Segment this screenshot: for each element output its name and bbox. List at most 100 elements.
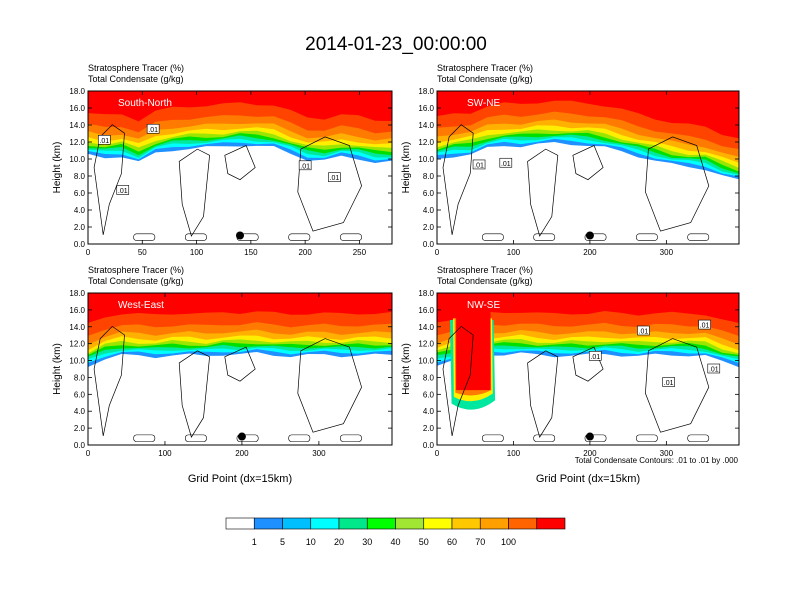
contour-label-box: [298, 160, 312, 171]
y-tick-label: 0.0: [423, 441, 435, 450]
colorbar-cell: [536, 517, 566, 530]
y-tick-label: 4.0: [74, 206, 86, 215]
y-tick-label: 16.0: [418, 306, 434, 315]
y-tick-label: 14.0: [69, 323, 85, 332]
y-tick-label: 4.0: [423, 407, 435, 416]
colorbar: 1 5 10 20 30 40 50 60 70 100: [225, 517, 566, 547]
low-cloud-contour: [184, 434, 207, 442]
contour-label: .01: [474, 162, 484, 169]
colorbar-cell: [225, 517, 255, 530]
tracer-band: [437, 91, 739, 139]
low-cloud-contour: [533, 434, 556, 442]
contour-label-box: [698, 319, 711, 330]
colorbar-cell: [366, 517, 396, 530]
x-tick-label: 0: [435, 248, 440, 257]
y-tick-label: 8.0: [423, 172, 435, 181]
condensate-contour: [442, 325, 474, 436]
y-tick-label: 2.0: [423, 223, 435, 232]
contour-label-box: [472, 159, 486, 170]
y-tick-label: 6.0: [74, 189, 86, 198]
y-tick-label: 16.0: [418, 104, 434, 113]
y-tick-label: 18.0: [418, 289, 434, 298]
y-tick-label: 10.0: [418, 357, 434, 366]
low-cloud-contour: [184, 233, 207, 241]
condensate-contour: [527, 148, 559, 237]
y-tick-label: 10.0: [418, 155, 434, 164]
colorbar-label: 30: [362, 537, 372, 547]
contour-label: .01: [664, 380, 674, 387]
x-tick-label: 100: [507, 449, 521, 458]
contour-label-box: [116, 185, 130, 195]
condensate-contour: [93, 124, 125, 235]
panel-subtitle: Total Condensate (g/kg): [88, 74, 184, 84]
colorbar-label: 70: [475, 537, 485, 547]
y-tick-label: 10.0: [69, 357, 85, 366]
figure-title: 2014-01-23_00:00:00: [305, 34, 487, 55]
x-tick-label: 300: [312, 449, 326, 458]
contour-label-box: [637, 325, 650, 336]
low-cloud-contour: [687, 233, 710, 241]
x-tick-label: 250: [353, 248, 367, 257]
colorbar-cell: [282, 517, 312, 530]
condensate-contour: [572, 145, 604, 181]
condensate-contour: [224, 346, 256, 382]
condensate-contour: [645, 136, 710, 232]
colorbar-label: 40: [390, 537, 400, 547]
low-cloud-contour: [584, 233, 607, 241]
low-cloud-contour: [481, 233, 504, 241]
panel: .01 .01 SW-NE Stratosphere Tracer (%)Total …: [401, 63, 740, 257]
plot-area: [88, 91, 392, 244]
tracer-band: [88, 293, 392, 323]
x-tick-label: 150: [244, 248, 258, 257]
condensate-contour: [178, 350, 210, 438]
x-tick-label: 200: [583, 449, 597, 458]
colorbar-cell: [253, 517, 283, 530]
panel-label: SW-NE: [467, 98, 500, 109]
condensate-contour: [442, 124, 474, 235]
contour-label: .01: [118, 188, 128, 195]
y-tick-label: 0.0: [74, 240, 86, 249]
low-cloud-contour: [340, 434, 362, 442]
y-tick-label: 12.0: [418, 138, 434, 147]
y-tick-label: 0.0: [74, 441, 86, 450]
condensate-contour: [224, 145, 256, 181]
condensate-contour: [297, 136, 362, 232]
x-tick-label: 200: [298, 248, 312, 257]
y-tick-label: 8.0: [74, 172, 86, 181]
contour-label-box: [146, 123, 160, 134]
y-tick-label: 6.0: [423, 189, 435, 198]
y-tick-label: 4.0: [74, 407, 86, 416]
colorbar-label: 10: [306, 537, 316, 547]
contour-label: .01: [148, 127, 158, 134]
x-tick-label: 50: [138, 248, 147, 257]
contour-label: .01: [709, 367, 719, 374]
condensate-contour: [572, 346, 604, 382]
location-marker: [585, 432, 594, 441]
low-cloud-contour: [288, 434, 311, 442]
panel-subtitle: Stratosphere Tracer (%): [88, 63, 184, 73]
x-tick-label: 0: [86, 449, 91, 458]
low-cloud-contour: [288, 233, 311, 241]
panel: .01 .01 .01 .01 .01 NW-SE Stratosphere Tracer …: [401, 265, 740, 485]
y-tick-label: 8.0: [423, 373, 435, 382]
contour-label-box: [707, 363, 721, 374]
y-tick-label: 0.0: [423, 240, 435, 249]
low-cloud-contour: [481, 434, 504, 442]
panel-label: West-East: [118, 300, 164, 311]
low-cloud-contour: [133, 233, 156, 241]
colorbar-cell: [395, 517, 425, 530]
colorbar-cell: [338, 517, 368, 530]
contour-label-box: [499, 157, 513, 168]
y-tick-label: 6.0: [423, 390, 435, 399]
contour-label-box: [328, 172, 341, 182]
tracer-band: [437, 293, 739, 324]
contour-label-box: [662, 377, 675, 387]
colorbar-cell: [479, 517, 509, 530]
low-cloud-contour: [533, 233, 556, 241]
y-tick-label: 16.0: [69, 306, 85, 315]
colorbar-cell: [423, 517, 453, 530]
y-tick-label: 14.0: [69, 121, 85, 130]
contour-label: .01: [590, 354, 600, 361]
contour-label: .01: [639, 329, 649, 336]
